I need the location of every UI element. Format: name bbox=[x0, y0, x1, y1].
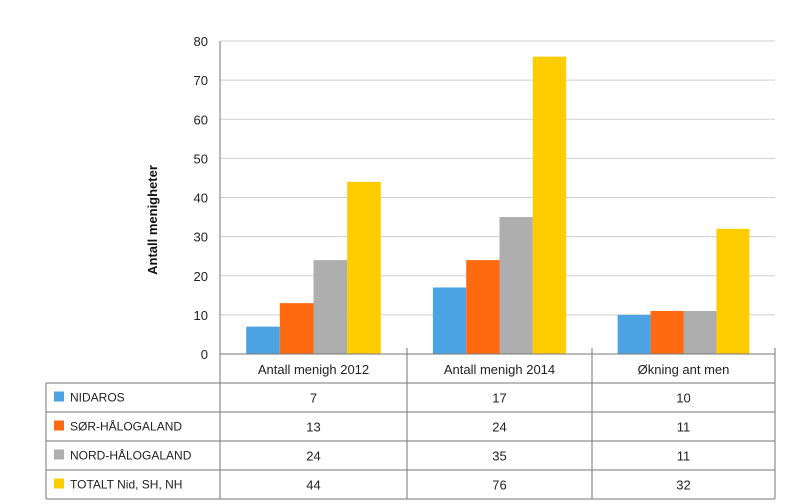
table-value: 11 bbox=[677, 420, 691, 435]
y-tick-label: 10 bbox=[194, 308, 208, 323]
y-tick-label: 60 bbox=[194, 112, 208, 127]
legend-label: NIDAROS bbox=[70, 391, 125, 405]
x-category-label: Økning ant men bbox=[638, 362, 730, 377]
bar bbox=[716, 228, 750, 354]
bar bbox=[432, 287, 467, 354]
y-tick-label: 30 bbox=[194, 230, 208, 245]
y-tick-label: 0 bbox=[201, 347, 208, 362]
legend-swatch bbox=[54, 391, 64, 402]
legend-label: SØR-HÅLOGALAND bbox=[70, 419, 182, 434]
table-value: 35 bbox=[492, 449, 506, 464]
grid-lines bbox=[220, 40, 775, 316]
table-value: 44 bbox=[306, 478, 320, 493]
legend-swatch bbox=[54, 449, 64, 460]
x-category-label: Antall menigh 2014 bbox=[444, 362, 555, 377]
bar bbox=[532, 56, 567, 355]
legend-label: TOTALT Nid, SH, NH bbox=[70, 478, 182, 492]
y-tick-label: 20 bbox=[194, 269, 208, 284]
table-value: 32 bbox=[676, 478, 690, 493]
bar bbox=[313, 260, 348, 354]
bars bbox=[246, 56, 750, 355]
table-value: 13 bbox=[306, 420, 320, 435]
bar bbox=[499, 217, 533, 354]
table-value: 24 bbox=[306, 449, 320, 464]
table-value: 10 bbox=[676, 391, 690, 406]
legend-swatch bbox=[54, 420, 64, 431]
y-tick-label: 80 bbox=[194, 34, 208, 49]
table-value: 76 bbox=[492, 478, 506, 493]
y-tick-label: 50 bbox=[194, 151, 208, 166]
y-tick-label: 70 bbox=[194, 73, 208, 88]
bar bbox=[617, 314, 651, 354]
x-category-label: Antall menigh 2012 bbox=[258, 362, 369, 377]
axes: 0 10 20 30 40 50 60 70 80 bbox=[194, 34, 775, 362]
table-value: 11 bbox=[677, 449, 691, 464]
table-value: 7 bbox=[310, 391, 317, 406]
table-value: 24 bbox=[492, 420, 506, 435]
bar bbox=[466, 260, 500, 354]
data-table: Antall menigh 2012 Antall menigh 2014 Økni… bbox=[45, 348, 776, 500]
bar bbox=[683, 310, 717, 354]
bar bbox=[347, 181, 381, 354]
bar bbox=[246, 326, 280, 354]
legend-label: NORD-HÅLOGALAND bbox=[70, 448, 192, 463]
y-axis-label: Antall menigheter bbox=[145, 165, 160, 275]
bar bbox=[279, 303, 314, 354]
y-tick-label: 40 bbox=[194, 191, 208, 206]
legend-swatch bbox=[54, 478, 64, 489]
table-value: 17 bbox=[492, 391, 506, 406]
bar bbox=[650, 310, 684, 354]
